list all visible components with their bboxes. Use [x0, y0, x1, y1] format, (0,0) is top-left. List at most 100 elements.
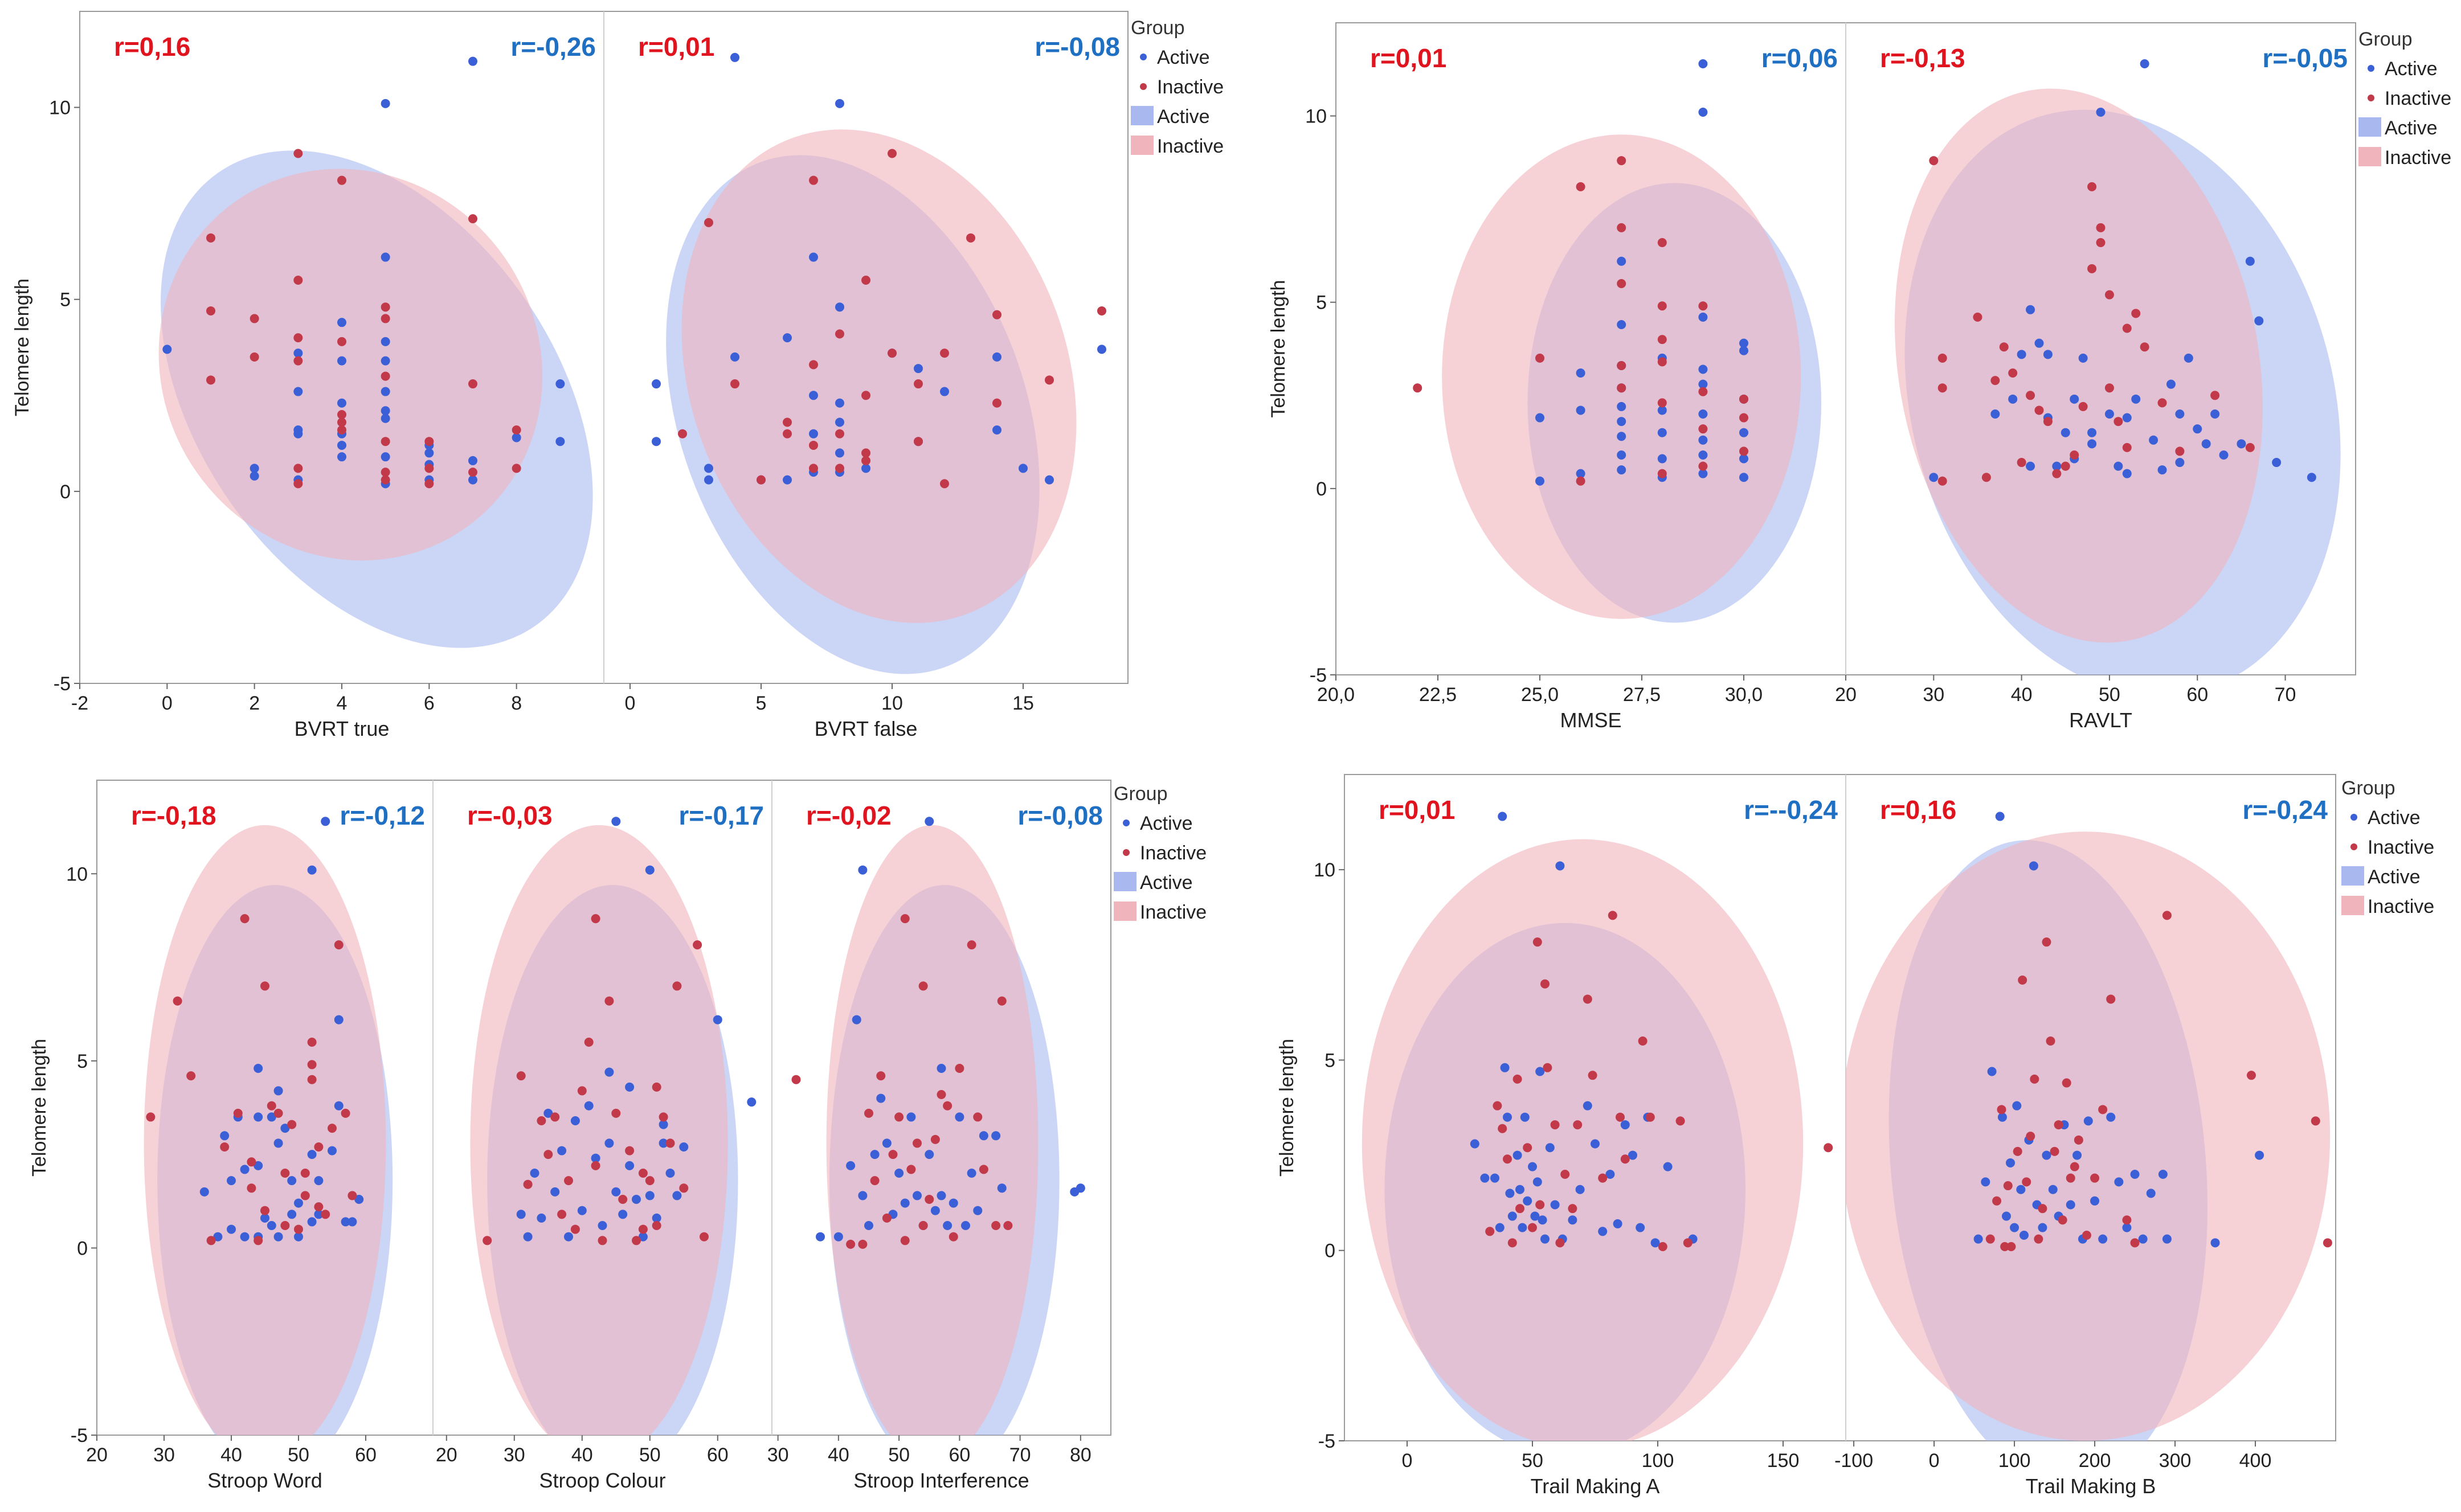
point-inactive: [293, 276, 303, 285]
point-active: [611, 1187, 621, 1197]
x-tick-label: 70: [1009, 1444, 1031, 1466]
point-active: [280, 1124, 290, 1133]
point-inactive: [943, 1101, 952, 1111]
r-label-inactive: r=0,01: [638, 32, 714, 62]
x-tick-label: 70: [2275, 684, 2296, 706]
point-active: [1650, 1238, 1660, 1248]
point-active: [1523, 1196, 1532, 1206]
point-active: [1605, 1170, 1615, 1179]
point-inactive: [858, 1239, 868, 1249]
point-inactive: [1598, 1173, 1608, 1183]
point-active: [852, 1015, 861, 1025]
y-axis-label: Telomere length: [1276, 1039, 1298, 1177]
point-active: [1591, 1139, 1600, 1149]
point-inactive: [2058, 1215, 2067, 1225]
point-inactive: [809, 175, 818, 185]
point-inactive: [940, 479, 949, 489]
point-inactive: [2070, 1162, 2079, 1171]
point-active: [1617, 401, 1626, 411]
point-active: [2001, 1211, 2011, 1221]
point-inactive: [1507, 1238, 1517, 1248]
r-label-inactive: r=0,01: [1370, 43, 1446, 73]
point-inactive: [835, 464, 844, 473]
legend: Group Active Inactive Active Inactive: [2358, 28, 2451, 169]
point-active: [227, 1224, 236, 1234]
point-active: [1617, 256, 1626, 266]
r-label-inactive: r=0,16: [114, 32, 190, 62]
x-tick-label: 20,0: [1317, 684, 1355, 706]
legend-inactive-swatch: [2341, 896, 2364, 915]
point-active: [783, 333, 792, 343]
panel-2: r=0,16 r=-0,24 -100 0 100 200 300 400 Trail Maki…: [1834, 775, 2332, 1498]
point-active: [1973, 1234, 1983, 1244]
point-inactive: [328, 1124, 337, 1133]
point-inactive: [2323, 1238, 2332, 1248]
panel-1: r=0,01 r=0,06 20,0 22,5 25,0 27,5 30,0 MMSE: [1317, 43, 1838, 732]
point-inactive: [381, 302, 390, 312]
ellipse-inactive: [1442, 134, 1801, 619]
point-active: [307, 1217, 317, 1227]
point-active: [1076, 1183, 1085, 1193]
points: [652, 52, 1106, 489]
x-axis: 0 50 100 150: [1402, 1441, 1799, 1472]
point-inactive: [1937, 383, 1947, 393]
legend-inactive-fill-label: Inactive: [2368, 896, 2434, 917]
point-active: [1739, 473, 1748, 482]
point-inactive: [287, 1120, 297, 1129]
point-inactive: [2042, 937, 2051, 947]
legend-inactive-label: Inactive: [1157, 76, 1224, 98]
point-active: [704, 464, 713, 473]
y-tick-label: 5: [1316, 292, 1327, 314]
point-inactive: [1929, 156, 1939, 166]
point-inactive: [337, 410, 346, 419]
point-inactive: [704, 218, 713, 227]
point-inactive: [2106, 994, 2116, 1004]
point-active: [2104, 409, 2114, 419]
point-active: [307, 1150, 317, 1159]
legend-active-fill-label: Active: [1157, 106, 1210, 128]
point-inactive: [577, 1086, 587, 1096]
point-active: [2307, 473, 2316, 482]
point-active: [665, 1169, 675, 1178]
point-active: [925, 1150, 934, 1159]
point-active: [604, 1067, 614, 1077]
point-active: [1512, 1150, 1522, 1160]
r-label-active: r=0,06: [1761, 43, 1838, 73]
point-active: [659, 1138, 668, 1148]
point-active: [550, 1187, 560, 1197]
point-active: [1576, 405, 1585, 415]
point-inactive: [2050, 1146, 2059, 1156]
point-active: [2078, 353, 2088, 363]
x-tick-label: 80: [1070, 1444, 1091, 1466]
legend: Group Active Inactive Active Inactive: [2341, 777, 2434, 917]
point-inactive: [468, 214, 477, 224]
x-tick-label: 50: [2099, 684, 2120, 706]
point-inactive: [1617, 156, 1626, 166]
point-inactive: [618, 1195, 628, 1204]
point-inactive: [914, 437, 923, 446]
r-label-active: r=-0,08: [1035, 32, 1120, 62]
point-active: [2237, 439, 2246, 449]
x-tick-label: 60: [2186, 684, 2208, 706]
point-inactive: [512, 464, 521, 473]
point-inactive: [2038, 1204, 2047, 1214]
x-axis-label: BVRT true: [295, 717, 390, 740]
point-active: [1538, 1215, 1547, 1225]
point-active: [913, 1191, 922, 1200]
point-active: [625, 1082, 635, 1092]
point-inactive: [1485, 1227, 1495, 1236]
x-tick-label: 50: [288, 1444, 309, 1466]
point-inactive: [307, 1038, 317, 1047]
point-active: [2138, 1234, 2148, 1244]
point-inactive: [1555, 1238, 1565, 1248]
r-label-active: r=-0,05: [2262, 43, 2348, 73]
point-active: [882, 1138, 892, 1148]
point-active: [645, 865, 655, 875]
point-active: [1617, 319, 1626, 329]
point-inactive: [1003, 1221, 1013, 1230]
legend-inactive-marker: [2350, 843, 2357, 850]
x-tick-label: 400: [2239, 1450, 2272, 1472]
point-inactive: [293, 356, 303, 366]
legend-active-swatch: [2341, 866, 2364, 886]
legend-inactive-fill-label: Inactive: [2385, 147, 2451, 169]
